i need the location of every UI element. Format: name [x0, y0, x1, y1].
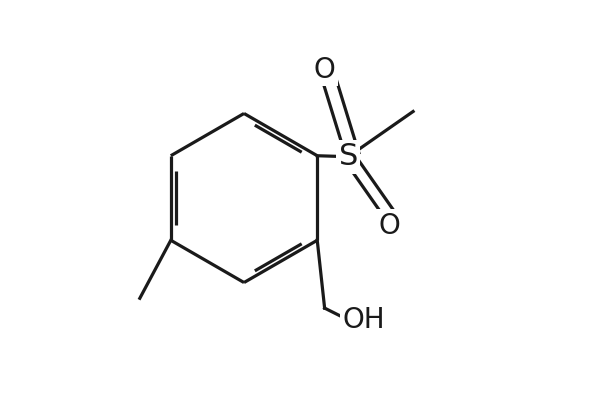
Text: O: O: [379, 211, 401, 240]
Text: S: S: [339, 142, 358, 171]
Text: O: O: [314, 56, 336, 84]
Text: OH: OH: [342, 306, 385, 334]
